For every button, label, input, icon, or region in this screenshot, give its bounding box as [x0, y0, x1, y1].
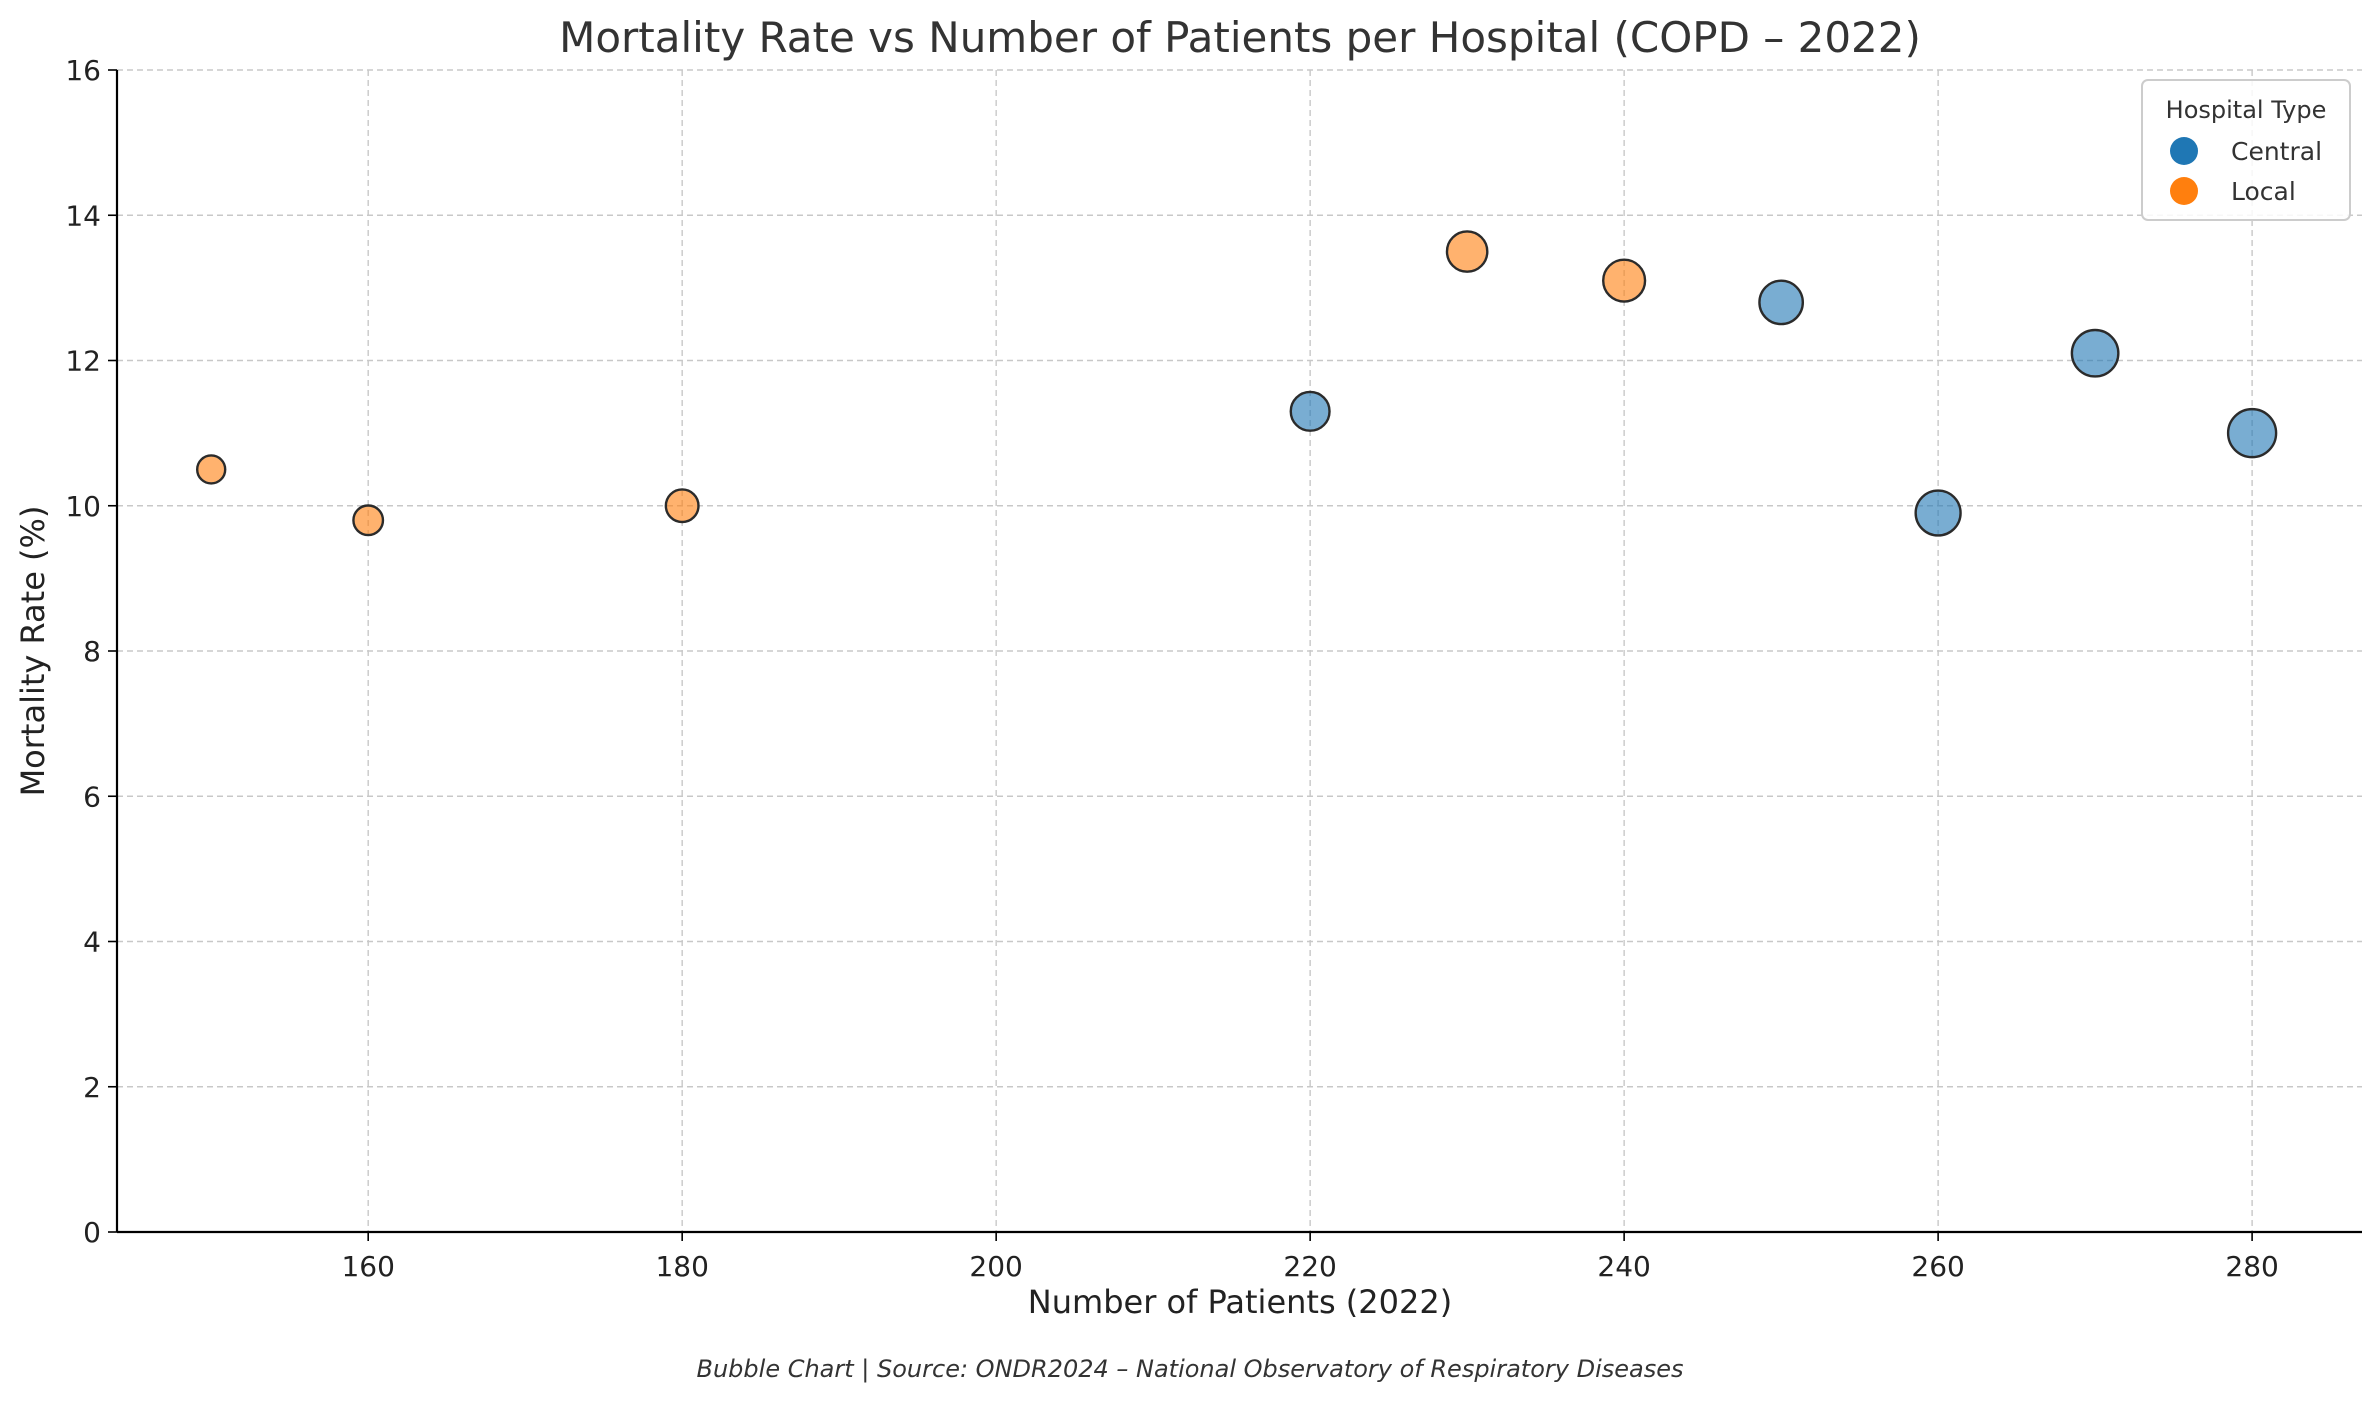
x-tick-label: 280 [2225, 1250, 2278, 1283]
bubble-central [1914, 489, 1962, 537]
y-tick-label: 16 [65, 54, 101, 87]
y-tick-label: 12 [65, 345, 101, 378]
y-tick-label: 14 [65, 199, 101, 232]
bubble-central [2070, 328, 2120, 378]
x-tick-label: 180 [655, 1250, 708, 1283]
y-tick-label: 6 [83, 780, 101, 813]
y-tick-label: 2 [83, 1071, 101, 1104]
y-tick-label: 4 [83, 926, 101, 959]
bubble-local [1602, 258, 1647, 303]
legend-marker-local [2170, 177, 2198, 205]
legend-title: Hospital Type [2166, 96, 2327, 124]
grid-lines [117, 69, 2362, 1232]
data-points [195, 230, 2278, 537]
legend: Hospital Type Central Local [2141, 79, 2351, 221]
x-tick-label: 220 [1283, 1250, 1336, 1283]
bubble-local [352, 504, 385, 537]
y-tick-label: 8 [83, 635, 101, 668]
bubble-local [664, 488, 700, 524]
chart-title: Mortality Rate vs Number of Patients per… [559, 13, 1921, 62]
bubble-central [1758, 279, 1805, 326]
x-tick-label: 240 [1597, 1250, 1650, 1283]
x-axis-label: Number of Patients (2022) [1028, 1283, 1452, 1321]
bubble-local [1445, 230, 1489, 273]
y-axis-ticks: 0 2 4 6 8 10 12 14 16 [65, 54, 117, 1249]
x-tick-label: 260 [1911, 1250, 1964, 1283]
legend-marker-central [2170, 137, 2198, 165]
legend-label-central: Central [2231, 137, 2322, 166]
y-axis-label: Mortality Rate (%) [14, 506, 52, 797]
y-tick-label: 0 [83, 1216, 101, 1249]
x-axis-ticks: 160 180 200 220 240 260 280 [341, 1232, 2279, 1283]
x-tick-label: 200 [969, 1250, 1022, 1283]
chart-caption: Bubble Chart | Source: ONDR2024 – Nation… [697, 1355, 1684, 1383]
bubble-central [1289, 390, 1331, 432]
bubble-local [195, 454, 227, 485]
x-tick-label: 160 [341, 1250, 394, 1283]
bubble-central [2226, 407, 2278, 459]
legend-label-local: Local [2231, 177, 2296, 206]
y-tick-label: 10 [65, 490, 101, 523]
